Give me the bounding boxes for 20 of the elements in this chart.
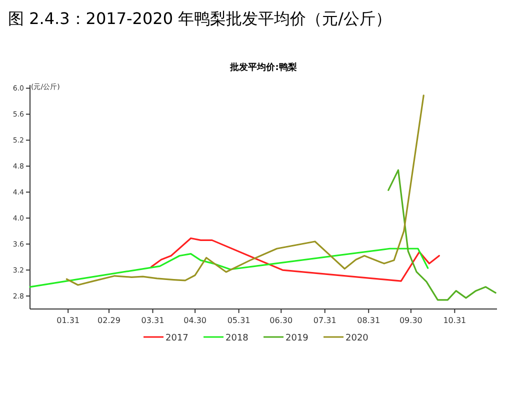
x-tick-label: 06.30: [270, 316, 293, 325]
line-series: [150, 237, 440, 282]
legend-label: 2019: [286, 334, 309, 344]
line-series: [66, 94, 424, 286]
x-tick-label: 04.30: [184, 316, 207, 325]
legend-label: 2017: [166, 334, 188, 344]
x-tick-label: 05.31: [227, 316, 250, 325]
legend-label: 2018: [226, 334, 249, 344]
x-tick-label: 09.30: [399, 316, 422, 325]
x-tick-label: 01.31: [56, 316, 80, 325]
x-tick-label: 08.31: [357, 316, 380, 325]
x-tick-label: 02.29: [98, 316, 120, 325]
line-series: [388, 169, 496, 301]
line-series: [29, 248, 429, 288]
chart-subtitle: 批发平均价:鸭梨: [229, 62, 297, 73]
x-tick-label: 10.31: [443, 316, 466, 325]
chart-title: 图 2.4.3：2017-2020 年鸭梨批发平均价（元/公斤）: [8, 9, 392, 28]
legend-label: 2020: [346, 334, 369, 344]
x-tick-label: 07.31: [313, 316, 336, 325]
x-tick-label: 03.31: [141, 316, 164, 325]
